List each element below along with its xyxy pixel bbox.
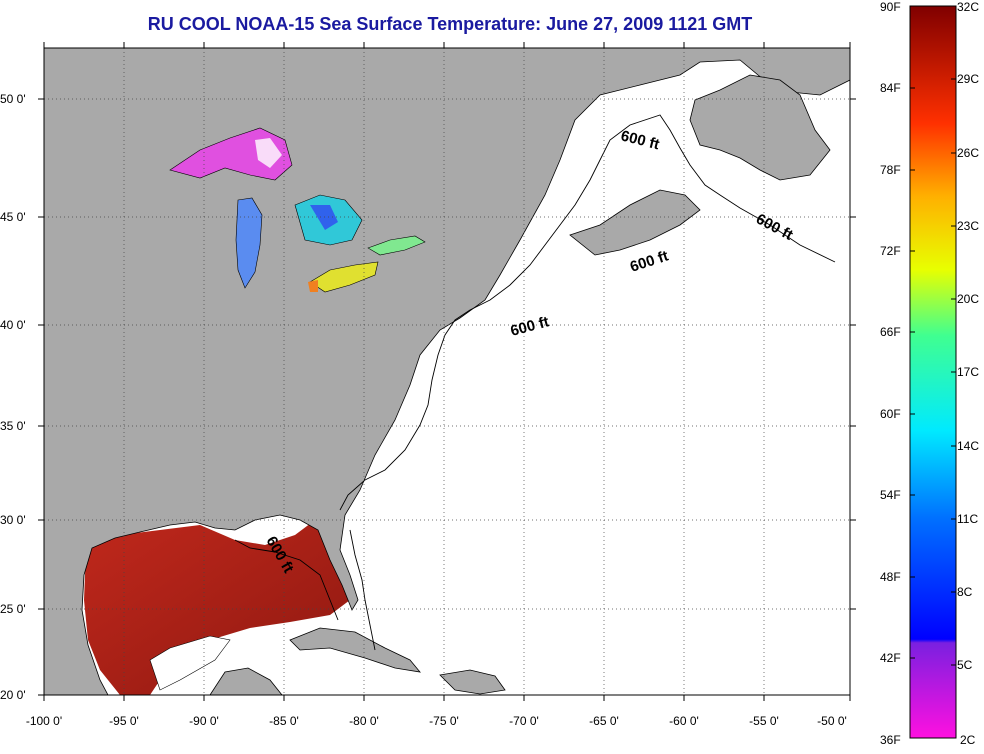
lat-label: 25 0'	[0, 602, 26, 616]
hispaniola-land	[439, 669, 506, 695]
cuba-land	[289, 627, 421, 673]
colorbar	[909, 5, 957, 739]
lon-label: -80 0'	[349, 714, 379, 728]
colorbar-c-label: 11C	[957, 512, 979, 526]
colorbar-c-label: 14C	[957, 439, 980, 453]
lon-label: -55 0'	[749, 714, 779, 728]
colorbar-f-label: 72F	[880, 244, 901, 258]
colorbar-c-label: 2C	[960, 733, 976, 747]
lon-label: -75 0'	[429, 714, 459, 728]
colorbar-c-label: 20C	[957, 292, 980, 306]
colorbar-f-label: 42F	[880, 651, 901, 665]
colorbar-c-label: 32C	[957, 0, 980, 14]
colorbar-f-label: 48F	[880, 570, 901, 584]
colorbar-c-label: 5C	[957, 658, 973, 672]
lat-label: 20 0'	[0, 688, 26, 702]
lon-label: -90 0'	[189, 714, 219, 728]
lat-label: 35 0'	[0, 419, 26, 433]
colorbar-f-label: 78F	[880, 163, 901, 177]
lat-label: 45 0'	[0, 210, 26, 224]
lon-label: -85 0'	[269, 714, 299, 728]
map-frame	[43, 47, 851, 696]
colorbar-f-label: 54F	[880, 488, 901, 502]
lake-michigan	[235, 197, 263, 289]
gulf-sst-area	[84, 520, 350, 695]
isobath-600ft	[339, 114, 836, 511]
lon-label: -95 0'	[109, 714, 139, 728]
lake-ontario	[367, 235, 426, 256]
lon-label: -65 0'	[589, 714, 619, 728]
colorbar-c-label: 29C	[957, 72, 980, 86]
maritimes-land	[569, 189, 701, 256]
colorbar-f-label: 90F	[880, 0, 901, 14]
lon-label: -70 0'	[509, 714, 539, 728]
lat-label: 50 0'	[0, 92, 26, 106]
colorbar-f-label: 60F	[880, 407, 901, 421]
lat-label: 30 0'	[0, 513, 26, 527]
lon-label: -50 0'	[817, 714, 847, 728]
colorbar-c-label: 8C	[957, 585, 973, 599]
colorbar-c-label: 23C	[957, 219, 980, 233]
colorbar-c-label: 17C	[957, 365, 980, 379]
map-title: RU COOL NOAA-15 Sea Surface Temperature:…	[147, 14, 753, 34]
colorbar-f-label: 66F	[880, 325, 901, 339]
lon-label: -60 0'	[669, 714, 699, 728]
lat-label: 40 0'	[0, 318, 26, 332]
colorbar-f-label: 84F	[880, 81, 901, 95]
lake-erie	[309, 261, 379, 293]
colorbar-f-label: 36F	[880, 733, 901, 747]
colorbar-c-label: 26C	[957, 146, 980, 160]
lon-label: -100 0'	[26, 714, 62, 728]
newfoundland-land	[689, 74, 831, 181]
